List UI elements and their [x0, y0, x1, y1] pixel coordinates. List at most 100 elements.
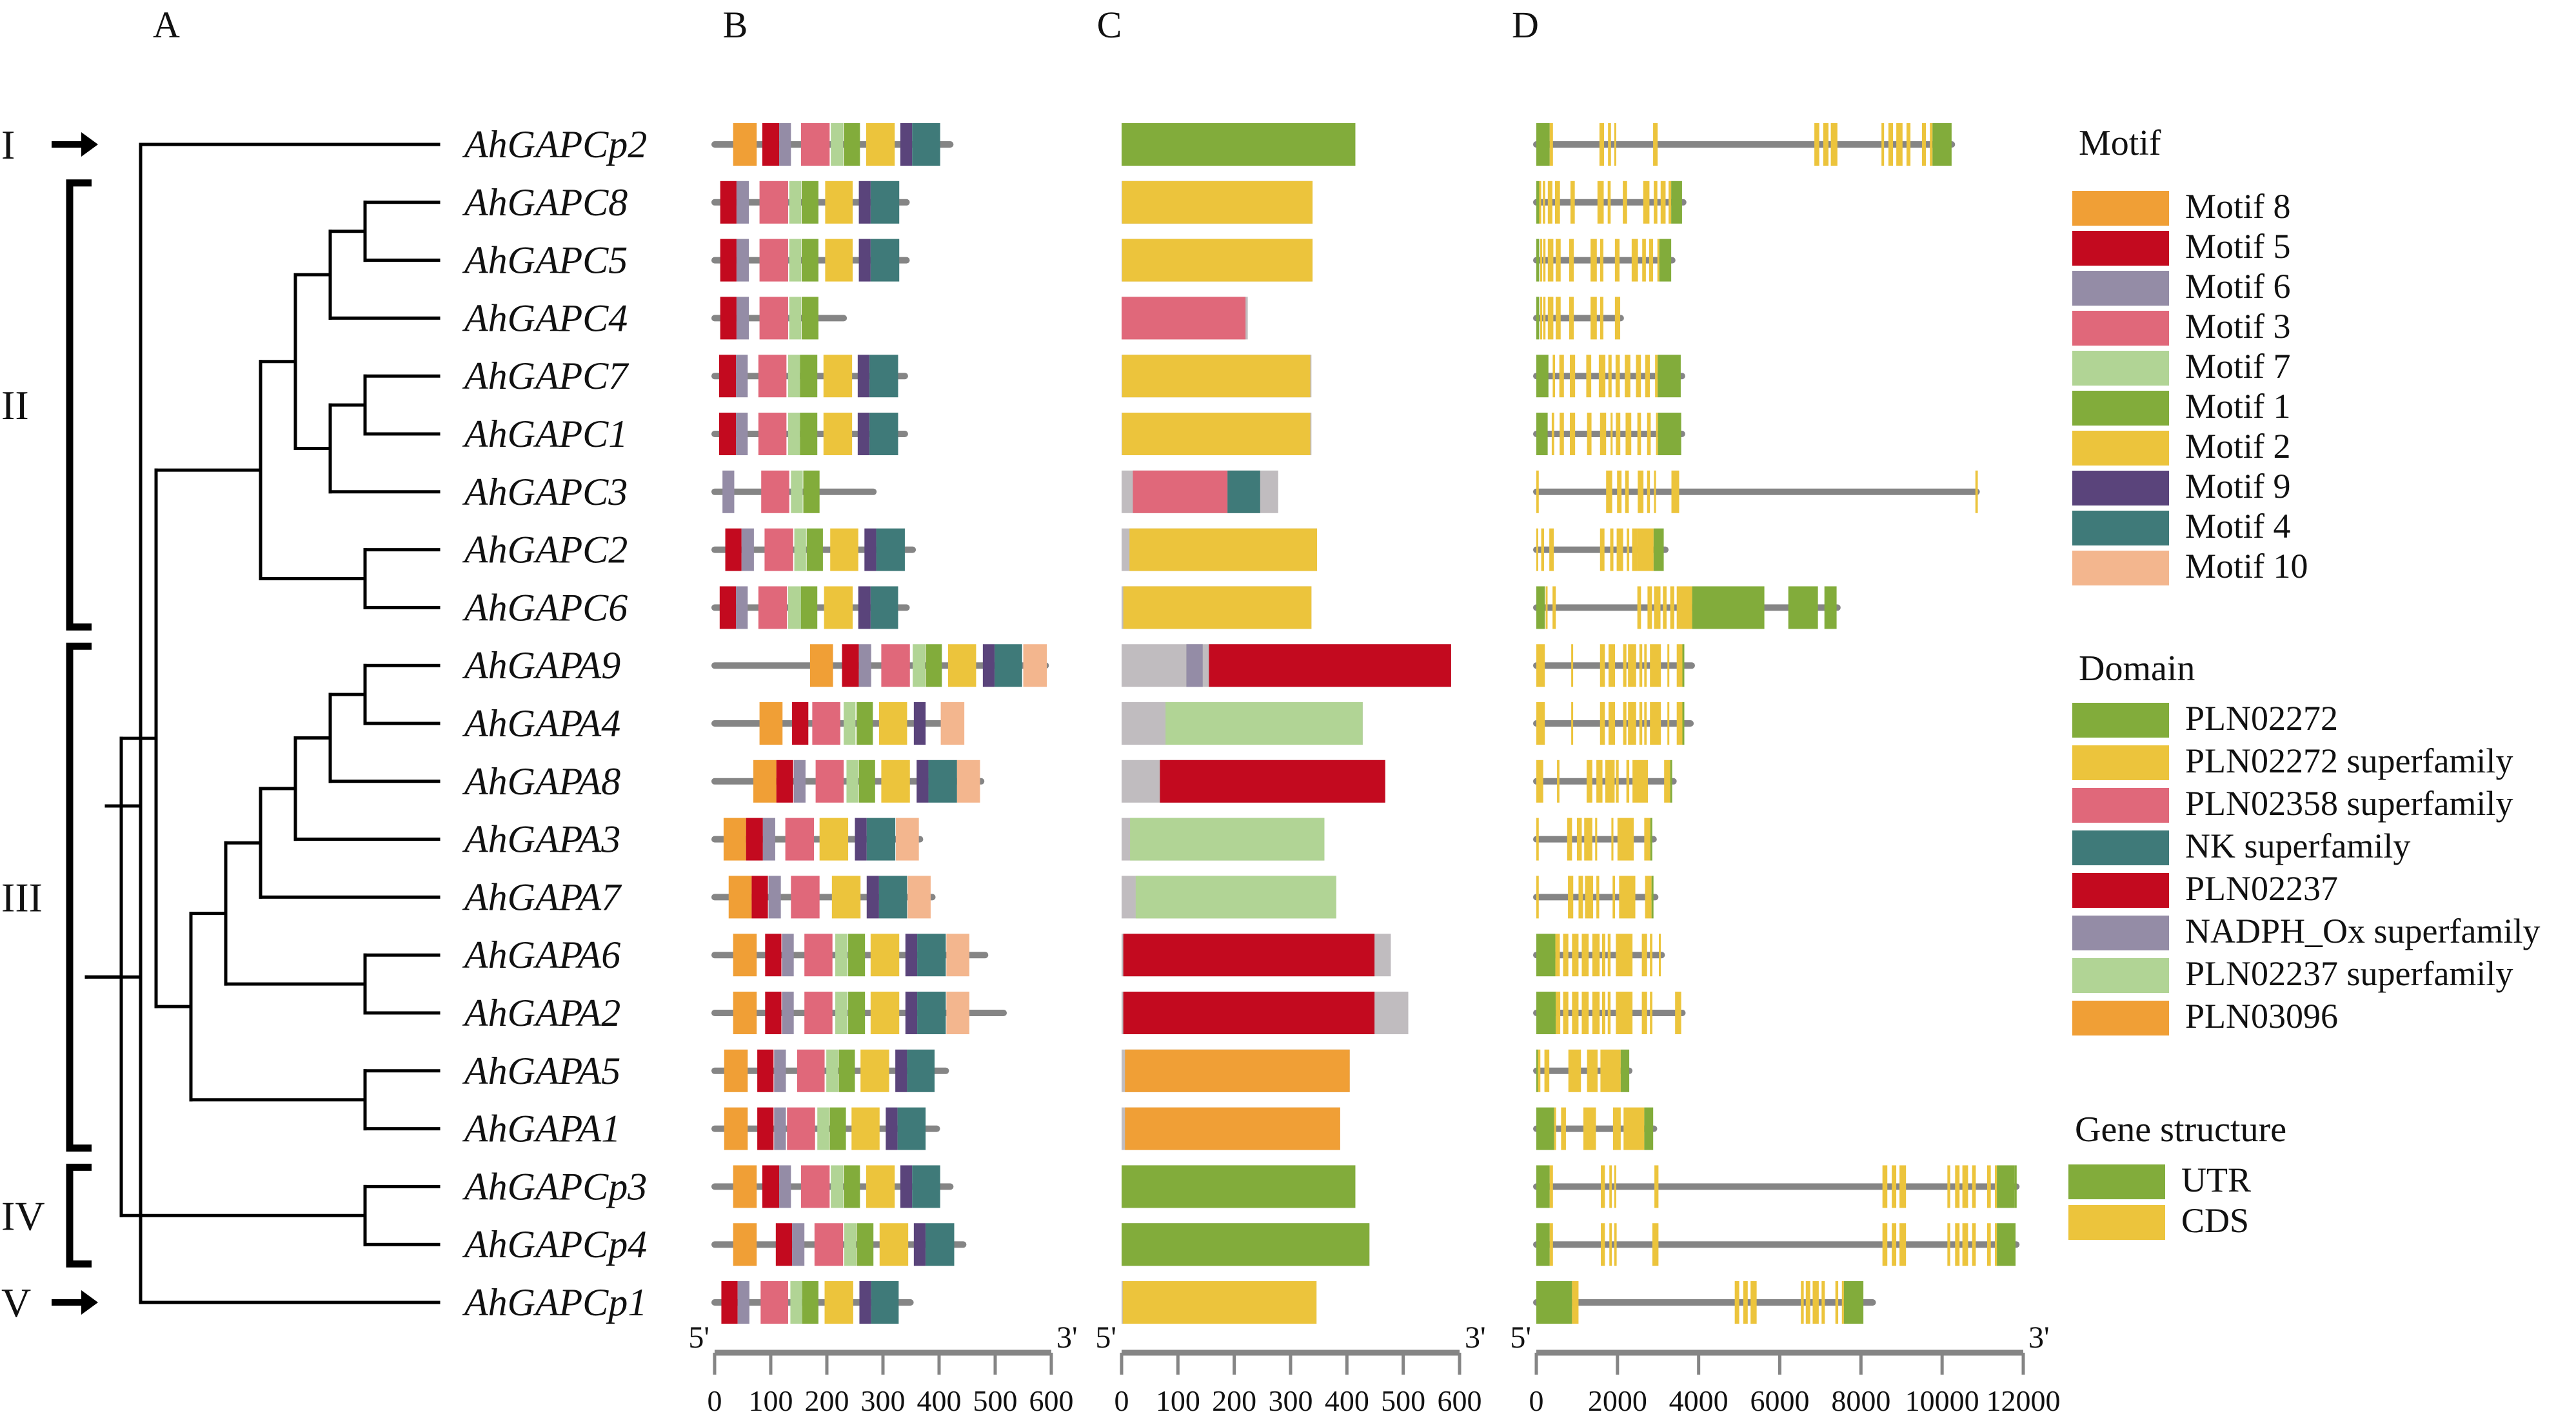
arrow-icon	[52, 132, 98, 157]
legend-swatch	[2072, 391, 2169, 426]
motif-block-m3	[814, 1223, 844, 1266]
motif-block-m8	[724, 1049, 748, 1092]
exon-utr	[1671, 181, 1682, 224]
domain-row	[1122, 644, 1451, 687]
exon-cds	[1607, 181, 1611, 224]
domain-row	[1122, 934, 1391, 977]
motif-row	[711, 239, 910, 282]
exon-cds	[1899, 1165, 1907, 1208]
three-prime-label: 3'	[1056, 1320, 1078, 1355]
motif-block-m2	[824, 1281, 853, 1324]
legend-label: PLN02358 superfamily	[2185, 784, 2513, 823]
exon-cds	[1614, 1223, 1617, 1266]
motif-block-m7	[831, 123, 844, 166]
motif-block-m6	[762, 818, 775, 861]
exon-utr	[1692, 586, 1765, 629]
exon-cds	[1654, 181, 1658, 224]
domain-block-PLN02272sf	[1122, 1281, 1317, 1324]
motif-block-m5	[842, 644, 859, 687]
exon-cds	[1882, 1223, 1888, 1266]
exon-cds	[1601, 992, 1605, 1034]
motif-block-m7	[789, 181, 801, 224]
tick-label: 100	[1156, 1384, 1200, 1417]
motif-block-m2	[947, 644, 976, 687]
domain-block-NKsf	[1227, 470, 1260, 513]
motif-block-m7	[846, 760, 858, 803]
exon-cds	[1639, 644, 1643, 687]
clade-label: IV	[1, 1193, 45, 1239]
exon-cds	[1563, 992, 1569, 1034]
exon-cds	[1586, 355, 1592, 398]
exon-cds	[1652, 1223, 1659, 1266]
domain-block-PLN02272sf	[1122, 355, 1311, 398]
domain-block-PLN02272sf	[1122, 239, 1313, 282]
exon-cds	[1560, 413, 1564, 455]
exon-cds	[1601, 934, 1605, 977]
exon-cds	[1536, 818, 1539, 861]
motif-block-m6	[741, 528, 754, 571]
motif-block-m9	[855, 818, 867, 861]
motif-block-m2	[870, 934, 900, 977]
motif-block-m5	[765, 934, 782, 977]
exon-cds	[1587, 760, 1592, 803]
exon-cds	[1587, 1049, 1598, 1092]
exon-cds	[1536, 702, 1545, 745]
motif-block-m1	[844, 123, 860, 166]
exon-utr	[1536, 992, 1556, 1034]
motif-block-m4	[995, 644, 1022, 687]
exon-cds	[1947, 1223, 1950, 1266]
exon-cds	[1626, 760, 1630, 803]
gene-label: AhGAPA3	[462, 818, 620, 861]
domain-block-PLN02272sf	[1122, 413, 1311, 455]
exon-cds	[1619, 876, 1636, 919]
gene-structure-row	[1533, 470, 1980, 513]
exon-utr	[1644, 1107, 1654, 1150]
motif-row	[711, 181, 910, 224]
gene-label: AhGAPC4	[462, 297, 628, 339]
motif-block-m4	[870, 239, 900, 282]
exon-cds	[1659, 934, 1661, 977]
motif-block-m9	[916, 760, 929, 803]
exon-cds	[1590, 239, 1597, 282]
motif-block-m5	[720, 297, 737, 340]
exon-cds	[1631, 239, 1638, 282]
exon-utr	[1788, 586, 1818, 629]
exon-cds	[1572, 992, 1579, 1034]
exon-cds	[1669, 181, 1672, 224]
motif-block-m5	[757, 1049, 774, 1092]
exon-cds	[1650, 644, 1661, 687]
motif-block-m9	[866, 876, 879, 919]
tick-label: 600	[1029, 1384, 1074, 1417]
exon-cds	[1569, 297, 1574, 340]
exon-cds	[1623, 1107, 1645, 1150]
exon-cds	[1642, 239, 1646, 282]
exon-cds	[1653, 123, 1658, 166]
exon-cds	[1930, 123, 1933, 166]
five-prime-label: 5'	[1510, 1320, 1531, 1355]
motif-block-m9	[900, 123, 913, 166]
exon-cds	[1608, 702, 1616, 745]
domain-block-PLN02358sf	[1122, 297, 1246, 340]
exon-cds	[1600, 297, 1604, 340]
exon-cds	[1605, 760, 1615, 803]
motif-block-m5	[776, 760, 793, 803]
gene-structure-row	[1533, 644, 1695, 687]
motif-block-m6	[737, 1281, 749, 1324]
domain-row	[1122, 992, 1409, 1034]
gene-structure-row	[1533, 1165, 2020, 1208]
five-prime-label: 5'	[1095, 1320, 1116, 1355]
motif-block-m3	[785, 818, 814, 861]
motif-block-m5	[721, 1281, 738, 1324]
exon-cds	[1614, 1165, 1616, 1208]
motif-block-m4	[907, 1049, 935, 1092]
exon-cds	[1572, 1281, 1579, 1324]
motif-block-m9	[858, 181, 871, 224]
motif-block-m8	[728, 876, 752, 919]
exon-cds	[1614, 123, 1616, 166]
exon-cds	[1607, 992, 1611, 1034]
domain-row	[1122, 702, 1363, 745]
legend-swatch	[2068, 1164, 2165, 1199]
exon-cds	[1608, 355, 1612, 398]
exon-cds	[1608, 123, 1611, 166]
exon-cds	[1667, 644, 1670, 687]
